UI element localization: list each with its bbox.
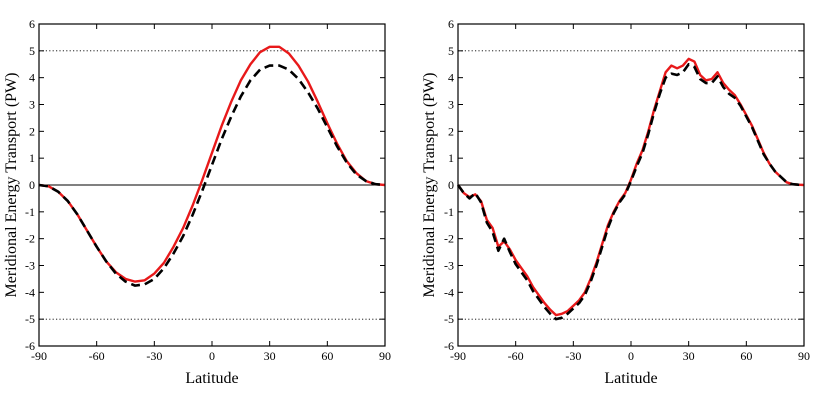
y-tick-label: 4 [29,71,35,85]
x-tick-label: 60 [740,349,752,363]
y-tick-label: -6 [25,339,35,353]
plot-frame [457,23,805,347]
x-tick-label: 0 [209,349,215,363]
x-tick-label: -60 [508,349,524,363]
y-tick-label: 5 [448,44,454,58]
y-tick-label: 3 [29,98,35,112]
y-tick-label: -4 [444,285,454,299]
y-axis-label: Meridional Energy Transport (PW) [421,72,438,297]
x-tick-label: 30 [683,349,695,363]
chart-left: -90 -60 -30 0 30 60 90 -6 -5 -4 -3 -2 -1 0 1 2 3 4 5 6 [25,17,391,363]
series-line-black-dashed [38,64,386,287]
y-tick-label: 5 [29,44,35,58]
x-tick-label: 90 [379,349,391,363]
chart-right: -90 -60 -30 0 30 60 90 -6 -5 -4 -3 -2 -1 0 1 2 3 4 5 6 [444,17,810,363]
x-axis-label: Latitude [604,370,657,387]
x-tick-label: 60 [321,349,333,363]
y-tick-label: 3 [448,98,454,112]
y-tick-label: -3 [444,259,454,273]
x-tick-label: -90 [450,349,466,363]
y-tick-label: 0 [29,178,35,192]
y-tick-label: 6 [448,17,454,31]
x-tick-label: 30 [264,349,276,363]
y-tick-label: -1 [444,205,454,219]
y-tick-label: -1 [25,205,35,219]
x-tick-label: 0 [628,349,634,363]
y-tick-label: -4 [25,285,35,299]
y-tick-label: 6 [29,17,35,31]
x-tick-label: -90 [31,349,47,363]
x-tick-label: 90 [798,349,810,363]
plot-frame [38,23,386,347]
y-tick-label: 2 [29,124,35,138]
x-axis-label: Latitude [185,370,238,387]
y-tick-label: -3 [25,259,35,273]
x-tick-label: -30 [565,349,581,363]
panel-left: Meridional Energy Transport (PW) Latitud… [3,72,239,387]
panel-right: Meridional Energy Transport (PW) Latitud… [421,72,658,387]
y-tick-label: 4 [448,71,454,85]
y-tick-label: -6 [444,339,454,353]
series-line-red-solid [457,57,805,317]
y-tick-label: 0 [448,178,454,192]
y-tick-label: -5 [444,312,454,326]
y-tick-label: -2 [25,232,35,246]
y-tick-label: 1 [29,151,35,165]
y-tick-label: -5 [25,312,35,326]
y-tick-label: 1 [448,151,454,165]
y-tick-label: -2 [444,232,454,246]
y-axis-label: Meridional Energy Transport (PW) [3,72,20,297]
series-line-black-dashed [456,62,805,321]
y-tick-label: 2 [448,124,454,138]
x-tick-label: -30 [146,349,162,363]
x-tick-label: -60 [89,349,105,363]
